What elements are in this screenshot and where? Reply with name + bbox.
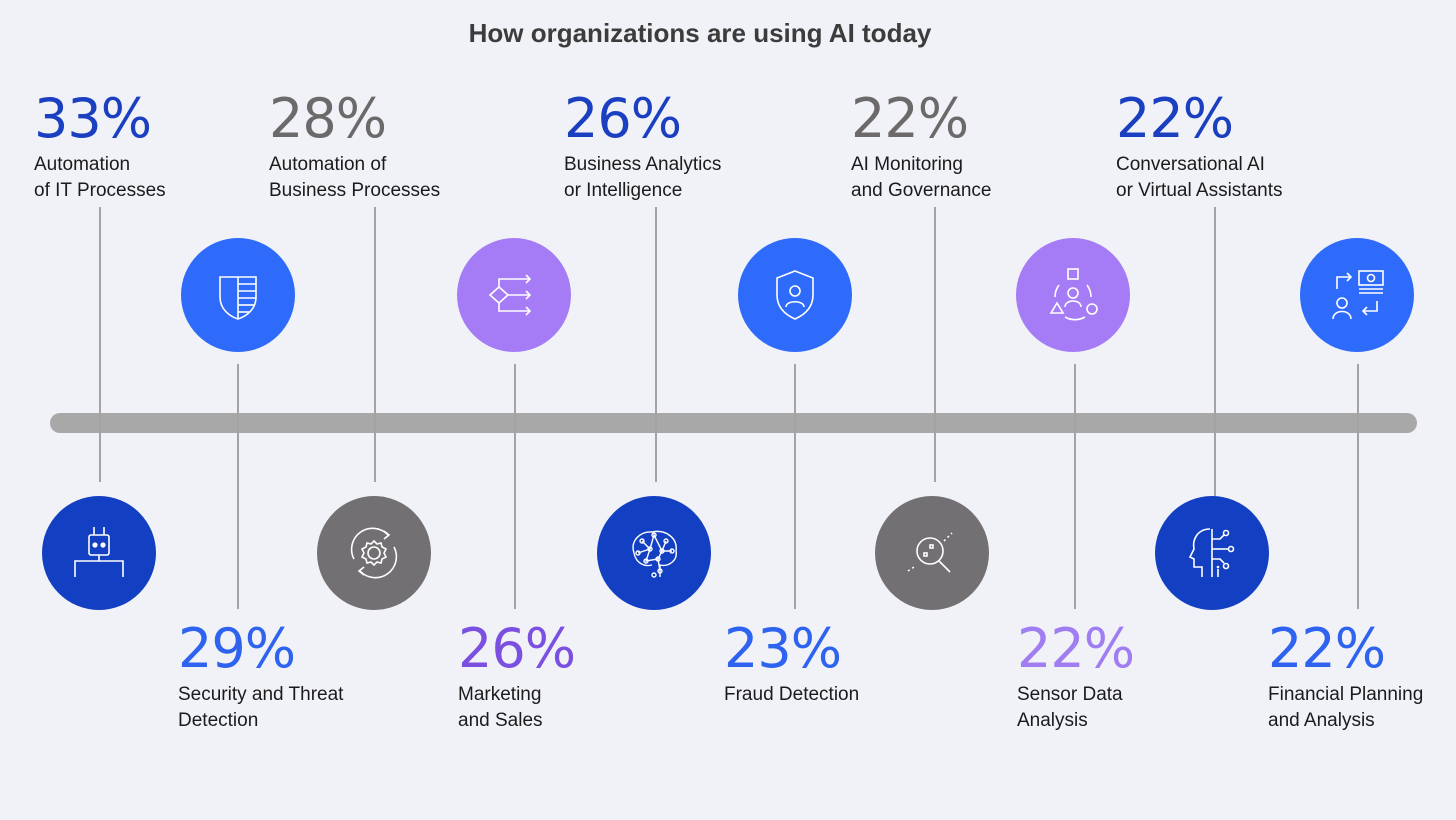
stat-marketing: 26% Marketing and Sales <box>458 617 576 734</box>
label-line: Automation of <box>269 154 387 175</box>
stat-label: Sensor Data Analysis <box>1017 682 1134 734</box>
label-line: Sensor Data <box>1017 684 1123 705</box>
percent-value: 33% <box>34 87 152 150</box>
connector-line <box>655 207 657 482</box>
neural-brain-icon <box>632 530 677 578</box>
percent-value: 26% <box>564 87 682 150</box>
ai-head-circuit-icon <box>1188 528 1235 577</box>
stat-label: Automation of IT Processes <box>34 152 166 204</box>
shield-user-icon <box>776 270 814 320</box>
label-line: AI Monitoring <box>851 154 963 175</box>
business-automation-circle <box>317 496 431 610</box>
stat-it-automation: 33% Automation of IT Processes <box>34 92 166 204</box>
percent-value: 22% <box>851 87 969 150</box>
label-line: Analysis <box>1017 710 1088 731</box>
label-line: Conversational AI <box>1116 154 1265 175</box>
money-exchange-icon <box>1332 270 1384 320</box>
percent-value: 22% <box>1116 87 1234 150</box>
connector-line <box>1357 364 1359 609</box>
connector-line <box>1214 207 1216 497</box>
it-automation-circle <box>42 496 156 610</box>
label-line: Marketing <box>458 684 542 705</box>
conversational-circle <box>1155 496 1269 610</box>
connector-line <box>374 207 376 482</box>
stat-label: Marketing and Sales <box>458 682 575 734</box>
stat-label: Fraud Detection <box>724 682 859 708</box>
chart-title: How organizations are using AI today <box>468 18 932 48</box>
percent-value: 22% <box>1268 617 1386 680</box>
percent-value: 29% <box>178 617 296 680</box>
connector-line <box>99 207 101 482</box>
label-line: and Governance <box>851 180 992 201</box>
marketing-circle <box>457 238 571 352</box>
stat-business-analytics: 26% Business Analytics or Intelligence <box>564 92 721 204</box>
magnifier-data-icon <box>907 532 953 573</box>
stat-fraud-detection: 23% Fraud Detection <box>724 622 859 708</box>
label-line: or Virtual Assistants <box>1116 180 1283 201</box>
connector-line <box>514 364 516 609</box>
label-line: Fraud Detection <box>724 684 860 705</box>
timeline-axis <box>50 413 1417 433</box>
stat-financial-planning: 22% Financial Planning and Analysis <box>1268 622 1423 734</box>
stat-label: AI Monitoring and Governance <box>851 152 992 204</box>
label-line: Automation <box>34 154 131 175</box>
connector-line <box>934 207 936 482</box>
percent-value: 22% <box>1017 617 1135 680</box>
ai-monitoring-circle <box>875 496 989 610</box>
label-line: Financial Planning <box>1268 684 1424 705</box>
label-line: Detection <box>178 710 259 731</box>
label-line: of IT Processes <box>34 180 166 201</box>
connector-line <box>1074 364 1076 609</box>
percent-value: 28% <box>269 87 387 150</box>
label-line: or Intelligence <box>564 180 683 201</box>
stat-conversational-ai: 22% Conversational AI or Virtual Assista… <box>1116 92 1283 204</box>
decision-flow-icon <box>488 274 532 316</box>
stat-security: 29% Security and Threat Detection <box>178 622 343 734</box>
percent-value: 26% <box>458 617 576 680</box>
financial-circle <box>1300 238 1414 352</box>
stat-label: Conversational AI or Virtual Assistants <box>1116 152 1283 204</box>
gear-cycle-icon <box>350 527 398 579</box>
stat-label: Security and Threat Detection <box>178 682 343 734</box>
percent-value: 23% <box>724 617 842 680</box>
stat-label: Financial Planning and Analysis <box>1268 682 1423 734</box>
label-line: Business Analytics <box>564 154 722 175</box>
stat-label: Automation of Business Processes <box>269 152 440 204</box>
analytics-circle <box>597 496 711 610</box>
user-shapes-cycle-icon <box>1049 268 1098 321</box>
label-line: and Sales <box>458 710 543 731</box>
fraud-circle <box>738 238 852 352</box>
label-line: and Analysis <box>1268 710 1375 731</box>
label-line: Business Processes <box>269 180 441 201</box>
stat-label: Business Analytics or Intelligence <box>564 152 721 204</box>
stat-business-automation: 28% Automation of Business Processes <box>269 92 440 204</box>
connector-line <box>794 364 796 609</box>
sensor-circle <box>1016 238 1130 352</box>
robot-icon <box>74 527 124 577</box>
label-line: Security and Threat <box>178 684 344 705</box>
connector-line <box>237 364 239 609</box>
shield-stripes-icon <box>219 276 257 320</box>
stat-ai-monitoring: 22% AI Monitoring and Governance <box>851 92 992 204</box>
security-circle <box>181 238 295 352</box>
stat-sensor-data: 22% Sensor Data Analysis <box>1017 617 1135 734</box>
